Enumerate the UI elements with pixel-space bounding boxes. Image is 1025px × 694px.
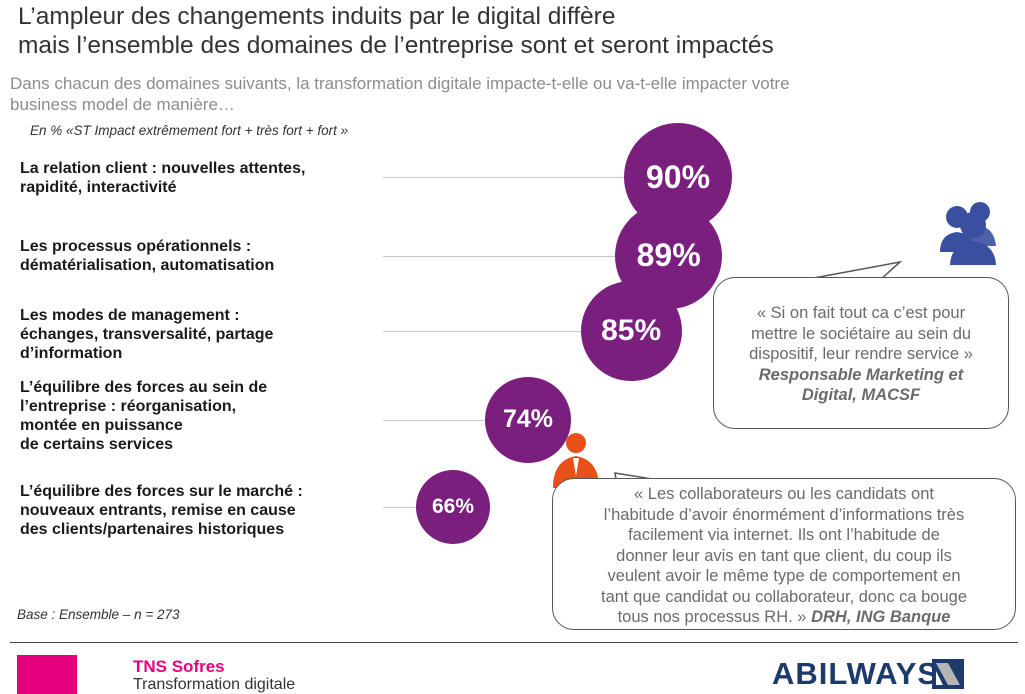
leader-line — [383, 331, 581, 332]
leader-line — [383, 177, 624, 178]
group-icon — [940, 202, 996, 265]
abilways-mark-icon — [932, 659, 964, 689]
value-bubble: 66% — [416, 470, 490, 544]
base-note: Base : Ensemble – n = 273 — [17, 607, 180, 622]
leader-line — [383, 420, 486, 421]
quote-1-line-1: « Si on fait tout ca c’est pour — [756, 304, 966, 322]
quote-2-line-5: veulent avoir le même type de comporteme… — [607, 567, 961, 585]
subtitle-line-2: business model de manière… — [10, 95, 235, 114]
quote-1-source-line-1: Responsable Marketing et — [758, 365, 964, 384]
footer-divider — [10, 642, 1018, 643]
brand-subtitle: Transformation digitale — [133, 676, 296, 693]
quote-2-line-3: facilement via internet. Ils ont l’habit… — [628, 526, 940, 544]
leader-line — [383, 256, 616, 257]
quote-2-line-2: l’habitude d’avoir énormément d’informat… — [603, 505, 965, 524]
title-line-2: mais l’ensemble des domaines de l’entrep… — [18, 32, 774, 59]
page-title: L’ampleur des changements induits par le… — [18, 2, 1018, 60]
abilways-logo: ABILWAYS — [772, 656, 940, 691]
value-bubble: 85% — [580, 280, 682, 382]
subtitle-line-1: Dans chacun des domaines suivants, la tr… — [10, 74, 790, 93]
quote-2-line-6: tant que candidat ou collaborateur, donc… — [600, 587, 968, 606]
quote-2-line-4: donner leur avis en tant que client, du … — [616, 546, 952, 565]
quote-2-line-7: tous nos processus RH. » DRH, ING Banque — [553, 607, 1015, 628]
quote-1-box: « Si on fait tout ca c’est pour mettre l… — [713, 277, 1009, 429]
quote-2-box: « Les collaborateurs ou les candidats on… — [552, 478, 1016, 630]
value-bubble: 74% — [485, 377, 571, 463]
quote-1-source-line-2: Digital, MACSF — [801, 386, 921, 404]
category-label: Les modes de management : échanges, trans… — [20, 307, 274, 362]
quote-1-tail — [802, 260, 903, 281]
brand-color-block — [17, 655, 77, 694]
quote-1-line-2: mettre le sociétaire au sein du — [750, 324, 972, 343]
leader-line — [383, 507, 416, 508]
category-label: L’équilibre des forces au sein de l’entre… — [20, 379, 268, 453]
measure-note: En % «ST Impact extrêmement fort + très … — [30, 123, 349, 138]
brand-name: TNS Sofres — [133, 657, 225, 676]
quote-2-source: DRH, ING Banque — [811, 608, 951, 626]
category-label: La relation client : nouvelles attentes,… — [20, 160, 306, 196]
title-line-1: L’ampleur des changements induits par le… — [18, 3, 616, 30]
quote-2-line-1: « Les collaborateurs ou les candidats on… — [634, 485, 934, 503]
quote-2-line-7-text: tous nos processus RH. » — [617, 608, 807, 626]
page-subtitle: Dans chacun des domaines suivants, la tr… — [10, 73, 1010, 115]
category-label: L’équilibre des forces sur le marché : no… — [20, 483, 303, 538]
quote-1-line-3: dispositif, leur rendre service » — [749, 345, 973, 363]
category-label: Les processus opérationnels : dématériali… — [20, 238, 275, 274]
